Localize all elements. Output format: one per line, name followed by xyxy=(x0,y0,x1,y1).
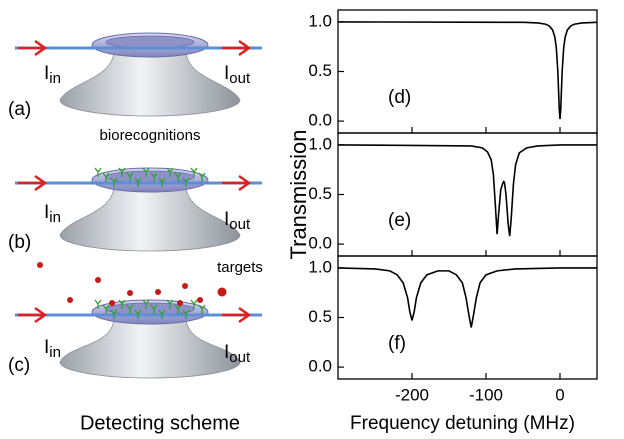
transmission-curve xyxy=(337,21,598,120)
receptor xyxy=(182,309,190,319)
plot-frame xyxy=(337,255,598,380)
pedestal xyxy=(59,52,241,117)
arrow-head xyxy=(238,174,252,192)
y-axis-label: Transmission xyxy=(286,130,311,260)
target xyxy=(182,283,188,289)
panel-label: (f) xyxy=(388,333,406,354)
y-tick-label: 0.0 xyxy=(308,111,332,130)
subscript: in xyxy=(49,209,61,226)
target xyxy=(155,289,161,295)
receptor xyxy=(94,299,102,309)
receptor xyxy=(134,309,142,319)
receptor xyxy=(150,172,158,182)
y-tick-label: 0.0 xyxy=(308,234,332,253)
panel-label: (d) xyxy=(388,87,411,108)
pedestal xyxy=(59,187,241,252)
x-axis-label: Frequency detuning (MHz) xyxy=(350,413,575,434)
y-tick-label: 1.0 xyxy=(308,134,332,153)
pedestal xyxy=(59,319,241,379)
y-tick-label: 0.5 xyxy=(308,307,332,326)
input-label: Iin xyxy=(44,202,61,226)
panel-label: (b) xyxy=(8,232,31,253)
receptor xyxy=(142,167,150,177)
receptor xyxy=(118,167,126,177)
y-tick-label: 1.0 xyxy=(308,257,332,276)
detection-scheme: (a)Iin Iout(b)Iin Iout(c)Iin Iout xyxy=(8,32,262,379)
target xyxy=(217,287,227,297)
caption: Detecting scheme xyxy=(80,412,240,434)
subscript: out xyxy=(229,216,251,233)
symbol: I xyxy=(44,337,49,358)
biorecognitions-label: biorecognitions xyxy=(100,127,201,144)
symbol: I xyxy=(224,63,229,84)
receptor xyxy=(134,177,142,187)
x-tick-label: -100 xyxy=(469,385,503,404)
y-tick-label: 0.5 xyxy=(308,184,332,203)
target xyxy=(177,300,183,306)
arrow-head xyxy=(34,39,48,57)
toroid-top xyxy=(105,35,195,49)
receptor xyxy=(190,299,198,309)
arrow-head xyxy=(238,39,252,57)
target xyxy=(127,290,133,296)
target xyxy=(197,297,203,303)
input-label: Iin xyxy=(44,63,61,87)
receptor xyxy=(126,172,134,182)
target xyxy=(109,300,115,306)
receptor xyxy=(102,304,110,314)
receptor xyxy=(190,167,198,177)
receptor xyxy=(198,172,206,182)
panel-label: (a) xyxy=(8,99,31,120)
subscript: out xyxy=(229,70,251,87)
receptor xyxy=(182,177,190,187)
symbol: I xyxy=(224,209,229,230)
receptor xyxy=(142,299,150,309)
target xyxy=(95,277,101,283)
x-tick-label: 0 xyxy=(555,385,564,404)
x-tick-label: -200 xyxy=(395,385,429,404)
receptor xyxy=(158,177,166,187)
input-label: Iin xyxy=(44,337,61,361)
arrow-head xyxy=(34,174,48,192)
transmission-curve xyxy=(337,267,597,328)
y-tick-label: 1.0 xyxy=(308,11,332,30)
y-tick-label: 0.5 xyxy=(308,61,332,80)
subscript: in xyxy=(49,344,61,361)
receptor xyxy=(126,304,134,314)
symbol: I xyxy=(224,342,229,363)
plot-frame xyxy=(337,132,598,257)
output-label: Iout xyxy=(224,63,251,87)
output-label: Iout xyxy=(224,209,251,233)
receptor xyxy=(110,177,118,187)
receptor xyxy=(94,167,102,177)
output-label: Iout xyxy=(224,342,251,366)
subscript: in xyxy=(49,70,61,87)
symbol: I xyxy=(44,202,49,223)
toroid-top xyxy=(105,170,195,184)
receptor xyxy=(102,172,110,182)
symbol: I xyxy=(44,63,49,84)
arrow-head xyxy=(34,306,48,324)
receptor xyxy=(158,309,166,319)
target xyxy=(67,297,73,303)
receptor xyxy=(198,304,206,314)
receptor xyxy=(166,299,174,309)
receptor xyxy=(174,172,182,182)
panel-label: (e) xyxy=(388,210,411,231)
receptor xyxy=(150,304,158,314)
receptor xyxy=(118,299,126,309)
y-tick-label: 0.0 xyxy=(308,357,332,376)
subscript: out xyxy=(229,349,251,366)
transmission-curve xyxy=(337,144,597,237)
target xyxy=(37,262,43,268)
receptor xyxy=(110,309,118,319)
panel-label: (c) xyxy=(8,355,30,376)
arrow-head xyxy=(238,306,252,324)
targets-label: targets xyxy=(217,259,263,276)
receptor xyxy=(166,167,174,177)
